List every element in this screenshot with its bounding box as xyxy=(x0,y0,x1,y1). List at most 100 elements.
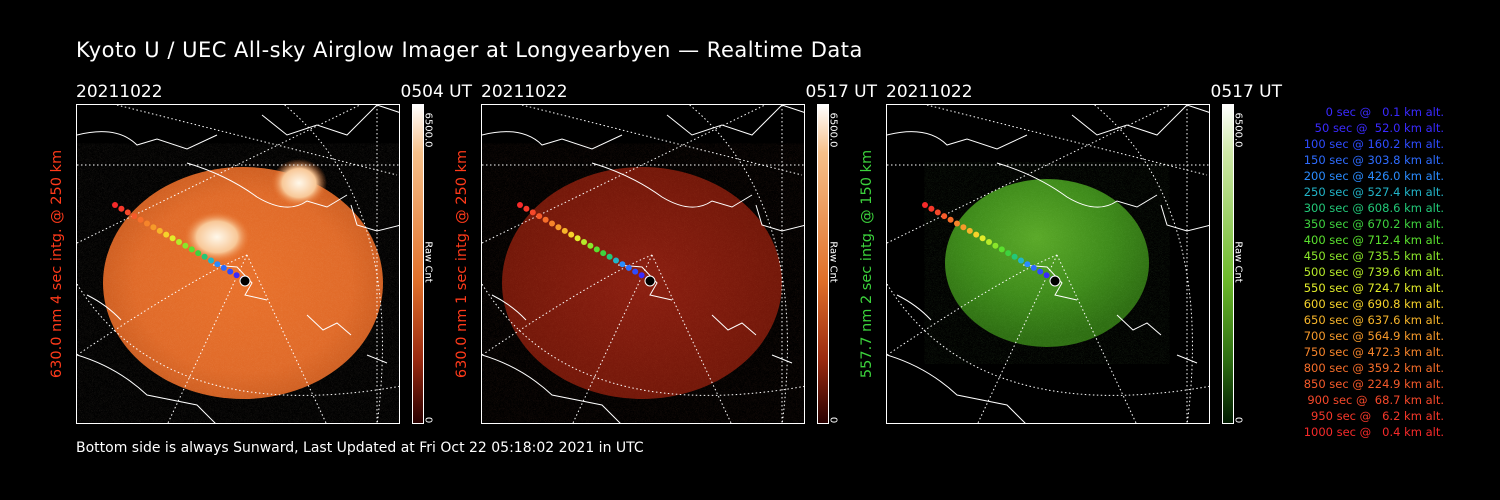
trajectory-legend: 0 sec @ 0.1 km alt. 50 sec @ 52.0 km alt… xyxy=(1262,104,1444,440)
trajectory-point xyxy=(529,209,536,216)
legend-item: 200 sec @ 426.0 km alt. xyxy=(1303,169,1444,183)
panel-side-label: 630.0 nm 4 sec intg. @ 250 km xyxy=(49,149,65,379)
panel-time: 0517 UT xyxy=(1210,82,1283,102)
trajectory-point xyxy=(214,261,221,268)
trajectory-point xyxy=(561,227,568,234)
trajectory-point xyxy=(555,224,562,231)
trajectory-point xyxy=(581,239,587,245)
panel-date: 20211022 xyxy=(481,82,568,102)
trajectory-point xyxy=(600,250,607,257)
colorbar-max: 6500.0 xyxy=(1232,112,1244,148)
footer-note: Bottom side is always Sunward, Last Upda… xyxy=(76,440,644,456)
colorbar-max: 6500.0 xyxy=(827,112,839,148)
legend-item: 0 sec @ 0.1 km alt. xyxy=(1325,105,1444,119)
trajectory-point xyxy=(150,224,157,231)
trajectory-point xyxy=(979,235,986,242)
colorbar xyxy=(817,104,829,424)
trajectory-point xyxy=(182,242,189,249)
colorbar-min: 0 xyxy=(1232,416,1244,424)
trajectory-point xyxy=(118,205,125,212)
colorbar xyxy=(412,104,424,424)
trajectory-point xyxy=(632,268,639,275)
trajectory-point xyxy=(1024,261,1031,268)
panel-1: 20211022 0504 UT 630.0 nm 4 sec intg. @ … xyxy=(49,82,472,432)
panel-time: 0517 UT xyxy=(805,82,878,102)
legend-item: 600 sec @ 690.8 km alt. xyxy=(1303,297,1444,311)
trajectory-point xyxy=(922,202,928,208)
legend-item: 450 sec @ 735.5 km alt. xyxy=(1303,249,1444,263)
trajectory-point xyxy=(1037,268,1044,275)
trajectory-point xyxy=(1011,253,1018,260)
legend-item: 550 sec @ 724.7 km alt. xyxy=(1303,281,1444,295)
trajectory-point xyxy=(941,213,948,220)
trajectory-point xyxy=(638,272,645,279)
legend-item: 750 sec @ 472.3 km alt. xyxy=(1303,345,1444,359)
legend-item: 500 sec @ 739.6 km alt. xyxy=(1303,265,1444,279)
legend-item: 700 sec @ 564.9 km alt. xyxy=(1303,329,1444,343)
trajectory-point xyxy=(233,272,240,279)
trajectory-point xyxy=(625,264,632,271)
page-title: Kyoto U / UEC All-sky Airglow Imager at … xyxy=(76,38,863,62)
legend-item: 800 sec @ 359.2 km alt. xyxy=(1303,361,1444,375)
trajectory-point xyxy=(163,231,170,238)
legend-item: 400 sec @ 712.4 km alt. xyxy=(1303,233,1444,247)
trajectory-point xyxy=(934,209,941,216)
trajectory-point xyxy=(574,235,581,242)
panel-side-label: 630.0 nm 1 sec intg. @ 250 km xyxy=(454,149,470,379)
colorbar-min: 0 xyxy=(422,416,434,424)
colorbar-max: 6500.0 xyxy=(422,112,434,148)
trajectory-point xyxy=(169,235,176,242)
allsky-image xyxy=(76,104,400,424)
colorbar-unit: Raw Cnt xyxy=(827,241,839,283)
panel-2: 20211022 0517 UT 630.0 nm 1 sec intg. @ … xyxy=(454,82,877,432)
trajectory-point xyxy=(124,209,131,216)
panel-date: 20211022 xyxy=(886,82,973,102)
trajectory-point xyxy=(1018,257,1024,264)
trajectory-point xyxy=(227,268,234,275)
colorbar-unit: Raw Cnt xyxy=(422,241,434,283)
trajectory-point xyxy=(593,246,600,253)
colorbar-min: 0 xyxy=(827,416,839,424)
legend-item: 650 sec @ 637.6 km alt. xyxy=(1303,313,1444,327)
trajectory-point xyxy=(998,246,1005,253)
panel-3: 20211022 0517 UT 557.7 nm 2 sec intg. @ … xyxy=(859,82,1282,432)
trajectory-point xyxy=(195,250,202,257)
trajectory-point xyxy=(208,257,214,264)
trajectory-point xyxy=(966,227,973,234)
allsky-image xyxy=(481,104,805,424)
trajectory-point xyxy=(1043,272,1050,279)
trajectory-point xyxy=(1030,264,1037,271)
trajectory-point xyxy=(619,261,626,268)
trajectory-point xyxy=(144,220,150,227)
trajectory-point xyxy=(220,264,227,271)
colorbar-unit: Raw Cnt xyxy=(1232,241,1244,283)
trajectory-point xyxy=(131,213,138,220)
allsky-image xyxy=(886,104,1210,424)
trajectory-point xyxy=(156,227,163,234)
legend-item: 150 sec @ 303.8 km alt. xyxy=(1303,153,1444,167)
legend-item: 900 sec @ 68.7 km alt. xyxy=(1307,393,1444,407)
legend-item: 350 sec @ 670.2 km alt. xyxy=(1303,217,1444,231)
trajectory-point xyxy=(954,220,960,227)
trajectory-point xyxy=(542,216,549,223)
trajectory-point xyxy=(960,224,967,231)
trajectory-point xyxy=(973,231,980,238)
trajectory-point xyxy=(928,205,935,212)
trajectory-point xyxy=(137,216,144,223)
trajectory-point xyxy=(613,257,619,264)
trajectory-point xyxy=(188,246,195,253)
panel-side-label: 557.7 nm 2 sec intg. @ 150 km xyxy=(859,149,875,379)
trajectory-point xyxy=(517,202,523,208)
trajectory-point xyxy=(112,202,118,208)
trajectory-point xyxy=(568,231,575,238)
legend-item: 100 sec @ 160.2 km alt. xyxy=(1303,137,1444,151)
panel-time: 0504 UT xyxy=(400,82,473,102)
legend-item: 300 sec @ 608.6 km alt. xyxy=(1303,201,1444,215)
trajectory-point xyxy=(549,220,555,227)
legend-item: 250 sec @ 527.4 km alt. xyxy=(1303,185,1444,199)
trajectory-point xyxy=(201,253,208,260)
trajectory-point xyxy=(986,239,992,245)
legend-item: 950 sec @ 6.2 km alt. xyxy=(1311,409,1444,423)
trajectory-point xyxy=(1005,250,1012,257)
trajectory-point xyxy=(947,216,954,223)
